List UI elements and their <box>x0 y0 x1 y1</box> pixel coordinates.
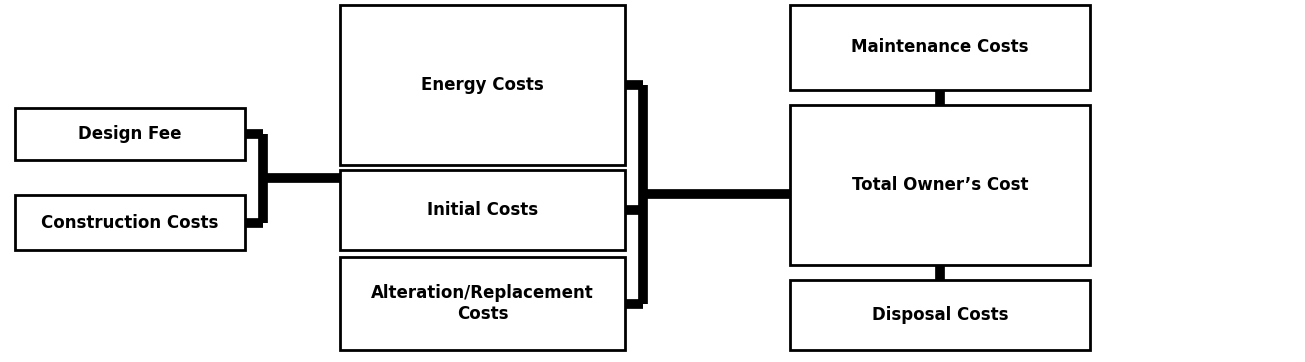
Bar <box>790 280 1090 350</box>
Bar <box>341 257 625 350</box>
Bar <box>14 108 245 160</box>
Text: Maintenance Costs: Maintenance Costs <box>851 38 1028 56</box>
Text: Total Owner’s Cost: Total Owner’s Cost <box>852 176 1028 194</box>
Bar <box>14 195 245 250</box>
Text: Design Fee: Design Fee <box>78 125 181 143</box>
Text: Alteration/Replacement
Costs: Alteration/Replacement Costs <box>371 284 594 323</box>
Bar <box>341 5 625 165</box>
Bar <box>790 5 1090 90</box>
Text: Initial Costs: Initial Costs <box>427 201 538 219</box>
Bar <box>341 170 625 250</box>
Bar <box>790 105 1090 265</box>
Text: Construction Costs: Construction Costs <box>42 214 219 232</box>
Text: Disposal Costs: Disposal Costs <box>872 306 1009 324</box>
Text: Energy Costs: Energy Costs <box>422 76 544 94</box>
